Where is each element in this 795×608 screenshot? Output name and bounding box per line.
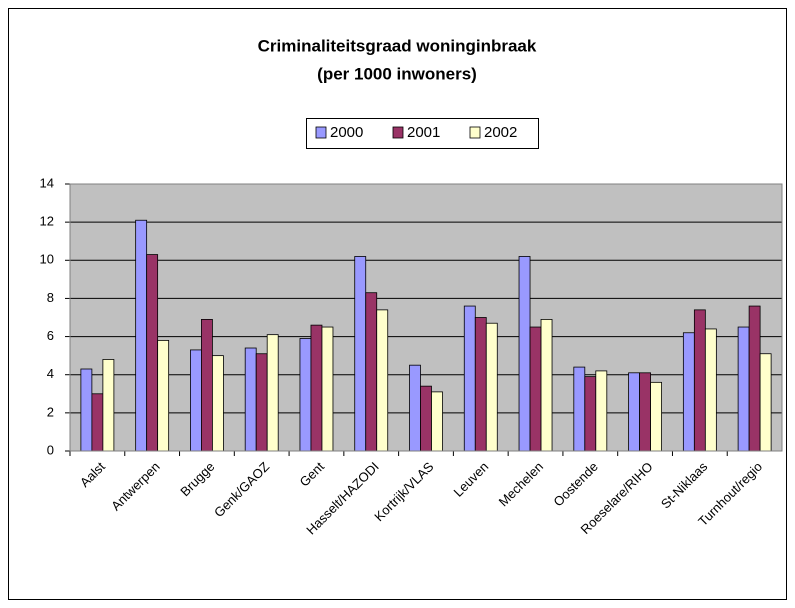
plot-border <box>69 183 783 452</box>
bar <box>693 309 706 452</box>
bar <box>737 326 750 452</box>
bar <box>255 353 268 452</box>
bar <box>190 349 202 452</box>
bar <box>354 256 367 452</box>
y-tick-label: 6 <box>47 328 54 343</box>
bar <box>650 381 662 452</box>
legend-label: 2001 <box>407 124 440 141</box>
bar <box>135 219 148 452</box>
bar <box>518 256 531 452</box>
bar <box>595 370 608 452</box>
bar <box>474 317 487 452</box>
bar <box>704 328 717 452</box>
chart-title: Criminaliteitsgraad woninginbraak <box>258 36 537 55</box>
legend-label: 2000 <box>330 124 363 141</box>
bar <box>146 254 159 452</box>
legend-box <box>306 118 539 149</box>
bar <box>299 338 312 452</box>
chart-border <box>8 8 787 600</box>
bar <box>759 353 772 452</box>
bar <box>365 292 378 452</box>
bar <box>409 364 421 452</box>
legend-swatch <box>392 126 404 139</box>
y-tick-label: 10 <box>40 252 54 267</box>
bar <box>310 324 323 452</box>
bar <box>321 326 334 452</box>
y-tick-label: 12 <box>40 214 54 229</box>
bar <box>201 319 213 452</box>
bar <box>91 393 104 452</box>
bar <box>80 368 93 452</box>
bar <box>639 372 651 452</box>
bar <box>529 326 542 452</box>
y-tick-label: 2 <box>47 404 54 419</box>
bar <box>376 309 389 452</box>
bar <box>420 385 432 452</box>
bar <box>485 322 498 452</box>
bar <box>540 319 553 452</box>
y-tick-label: 8 <box>47 290 54 305</box>
y-tick-label: 4 <box>47 366 54 381</box>
y-tick-label: 0 <box>47 442 54 457</box>
legend-swatch <box>315 126 327 139</box>
bar <box>212 355 224 452</box>
legend-label: 2002 <box>484 124 517 141</box>
chart-title: (per 1000 inwoners) <box>317 64 477 83</box>
bar <box>157 339 170 452</box>
y-tick-label: 14 <box>40 175 54 190</box>
bar <box>102 359 115 452</box>
bar <box>431 391 443 452</box>
bar <box>584 376 597 452</box>
bar <box>573 366 586 452</box>
bar <box>463 305 476 452</box>
bar <box>244 347 257 452</box>
bar <box>628 372 640 452</box>
bar <box>266 334 279 452</box>
bar <box>682 332 695 452</box>
bar <box>748 305 761 452</box>
legend-swatch <box>469 126 481 139</box>
